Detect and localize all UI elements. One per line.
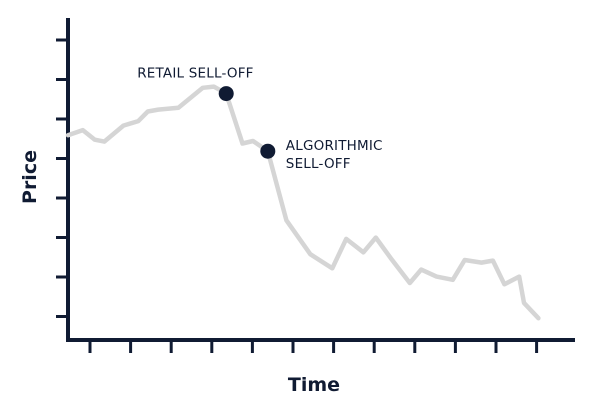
annotation-labels: RETAIL SELL-OFF ALGORITHMIC SELL-OFF [137, 66, 382, 173]
annotation-marker [260, 143, 276, 159]
annotation-points [218, 86, 276, 159]
annotation-label: ALGORITHMIC SELL-OFF [286, 138, 383, 172]
y-axis-title: Price [19, 150, 41, 204]
annotation-label: RETAIL SELL-OFF [137, 66, 253, 82]
annotation-marker [218, 86, 234, 102]
price-series-line [65, 84, 541, 321]
series-layer [65, 84, 541, 321]
axes [56, 18, 575, 353]
x-axis-title: Time [288, 374, 340, 396]
